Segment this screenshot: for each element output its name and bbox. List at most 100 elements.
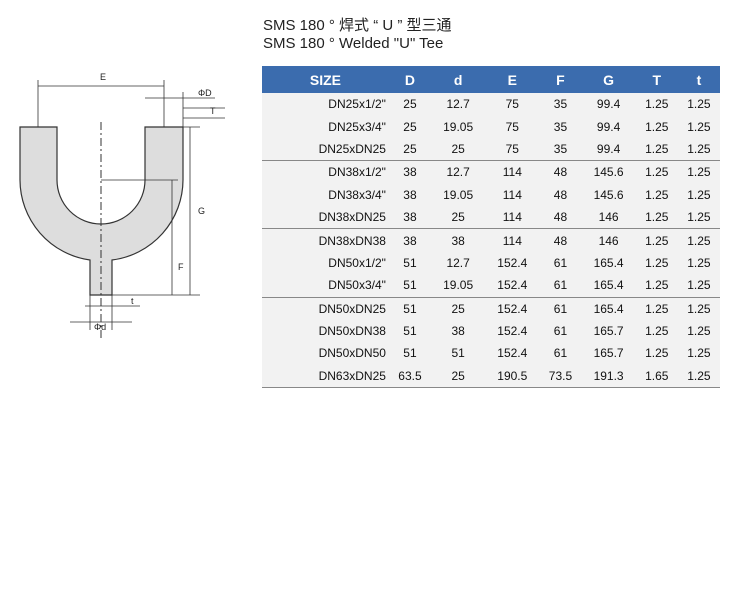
table-cell: 25 <box>388 137 432 161</box>
table-row: DN38x1/2" 38 12.7 114 48 145.6 1.25 1.25 <box>262 160 720 184</box>
table-cell: DN50xDN25 <box>262 296 389 320</box>
table-cell: 190.5 <box>485 364 540 389</box>
table-cell: 165.7 <box>581 319 636 343</box>
table-cell: 1.25 <box>635 296 678 320</box>
table-cell: 51 <box>388 319 432 343</box>
column-header: t <box>677 66 720 93</box>
table-row: DN63xDN25 63.5 25 190.5 73.5 191.3 1.65 1.25 <box>262 364 720 389</box>
table-cell: 1.25 <box>677 319 720 343</box>
dimensions <box>37 80 225 330</box>
label-f: F <box>178 262 184 272</box>
table-row: DN50x1/2" 51 12.7 152.4 61 165.4 1.25 1.25 <box>262 251 720 275</box>
table-cell: 35 <box>539 115 582 138</box>
title-en: SMS 180 ° Welded "U" Tee <box>263 35 444 52</box>
table-cell: 61 <box>539 251 582 275</box>
table-cell: 19.05 <box>431 115 486 138</box>
table-cell: DN50xDN38 <box>262 319 389 343</box>
table-cell: 51 <box>431 342 486 365</box>
table-cell: 19.05 <box>431 183 486 206</box>
table-cell: 35 <box>539 137 582 161</box>
table-cell: DN50x3/4" <box>262 274 389 298</box>
table-cell: 1.25 <box>635 342 678 365</box>
table-cell: 146 <box>581 228 636 252</box>
table-row: DN50xDN50 51 51 152.4 61 165.7 1.25 1.25 <box>262 342 720 365</box>
table-cell: 1.25 <box>635 274 678 298</box>
table-row: DN25x1/2" 25 12.7 75 35 99.4 1.25 1.25 <box>262 93 720 116</box>
table-cell: 165.4 <box>581 274 636 298</box>
table-cell: 48 <box>539 160 582 184</box>
table-cell: 1.25 <box>677 205 720 229</box>
table-cell: 38 <box>388 205 432 229</box>
table-cell: 1.25 <box>635 160 678 184</box>
table-cell: 61 <box>539 342 582 365</box>
table-cell: 51 <box>388 251 432 275</box>
table-cell: 51 <box>388 342 432 365</box>
table-cell: 1.25 <box>635 228 678 252</box>
table-cell: 114 <box>485 160 540 184</box>
table-cell: 75 <box>485 137 540 161</box>
column-header: F <box>539 66 582 93</box>
table-cell: DN50x1/2" <box>262 251 389 275</box>
column-header: D <box>388 66 432 93</box>
table-cell: DN38x3/4" <box>262 183 389 206</box>
table-cell: 38 <box>388 183 432 206</box>
table-cell: 51 <box>388 274 432 298</box>
table-cell: 1.25 <box>677 93 720 116</box>
label-t-cap: T <box>210 106 216 116</box>
table-cell: DN38xDN38 <box>262 228 389 252</box>
column-header: d <box>431 66 486 93</box>
table-cell: 12.7 <box>431 93 486 116</box>
table-cell: 25 <box>388 115 432 138</box>
label-id: Φd <box>94 322 106 332</box>
table-cell: 152.4 <box>485 296 540 320</box>
table-cell: 12.7 <box>431 160 486 184</box>
table-cell: 99.4 <box>581 93 636 116</box>
column-header: SIZE <box>262 66 389 93</box>
table-cell: 99.4 <box>581 115 636 138</box>
table-cell: 51 <box>388 296 432 320</box>
table-cell: 75 <box>485 115 540 138</box>
table-cell: 152.4 <box>485 274 540 298</box>
table-row: DN50xDN25 51 25 152.4 61 165.4 1.25 1.25 <box>262 296 720 320</box>
table-cell: 19.05 <box>431 274 486 298</box>
table-cell: 114 <box>485 205 540 229</box>
column-header: T <box>635 66 678 93</box>
table-cell: 38 <box>388 228 432 252</box>
table-cell: 152.4 <box>485 319 540 343</box>
table-cell: DN38x1/2" <box>262 160 389 184</box>
table-cell: 48 <box>539 205 582 229</box>
column-header: E <box>485 66 540 93</box>
table-row: DN25xDN25 25 25 75 35 99.4 1.25 1.25 <box>262 137 720 161</box>
table-cell: 1.25 <box>677 115 720 138</box>
table-cell: 25 <box>431 137 486 161</box>
label-t: t <box>131 296 134 306</box>
table-cell: 75 <box>485 93 540 116</box>
table-row: DN38xDN25 38 25 114 48 146 1.25 1.25 <box>262 205 720 229</box>
table-cell: 38 <box>388 160 432 184</box>
table-cell: 1.65 <box>635 364 678 389</box>
table-cell: 25 <box>388 93 432 116</box>
table-cell: 165.4 <box>581 296 636 320</box>
table-cell: 1.25 <box>635 205 678 229</box>
table-cell: 1.25 <box>677 364 720 389</box>
table-cell: 35 <box>539 93 582 116</box>
table-cell: 25 <box>431 296 486 320</box>
table-cell: 25 <box>431 364 486 389</box>
table-cell: 48 <box>539 228 582 252</box>
table-cell: DN50xDN50 <box>262 342 389 365</box>
table-cell: DN25x1/2" <box>262 93 389 116</box>
table-row: DN38x3/4" 38 19.05 114 48 145.6 1.25 1.25 <box>262 183 720 206</box>
table-cell: 1.25 <box>677 274 720 298</box>
table-cell: 61 <box>539 274 582 298</box>
table-cell: 145.6 <box>581 160 636 184</box>
table-cell: 1.25 <box>677 342 720 365</box>
table-cell: 12.7 <box>431 251 486 275</box>
table-cell: 61 <box>539 319 582 343</box>
table-cell: 1.25 <box>635 115 678 138</box>
table-cell: 114 <box>485 228 540 252</box>
table-cell: 1.25 <box>635 93 678 116</box>
table-row: DN50x3/4" 51 19.05 152.4 61 165.4 1.25 1.25 <box>262 274 720 298</box>
table-row: DN25x3/4" 25 19.05 75 35 99.4 1.25 1.25 <box>262 115 720 138</box>
